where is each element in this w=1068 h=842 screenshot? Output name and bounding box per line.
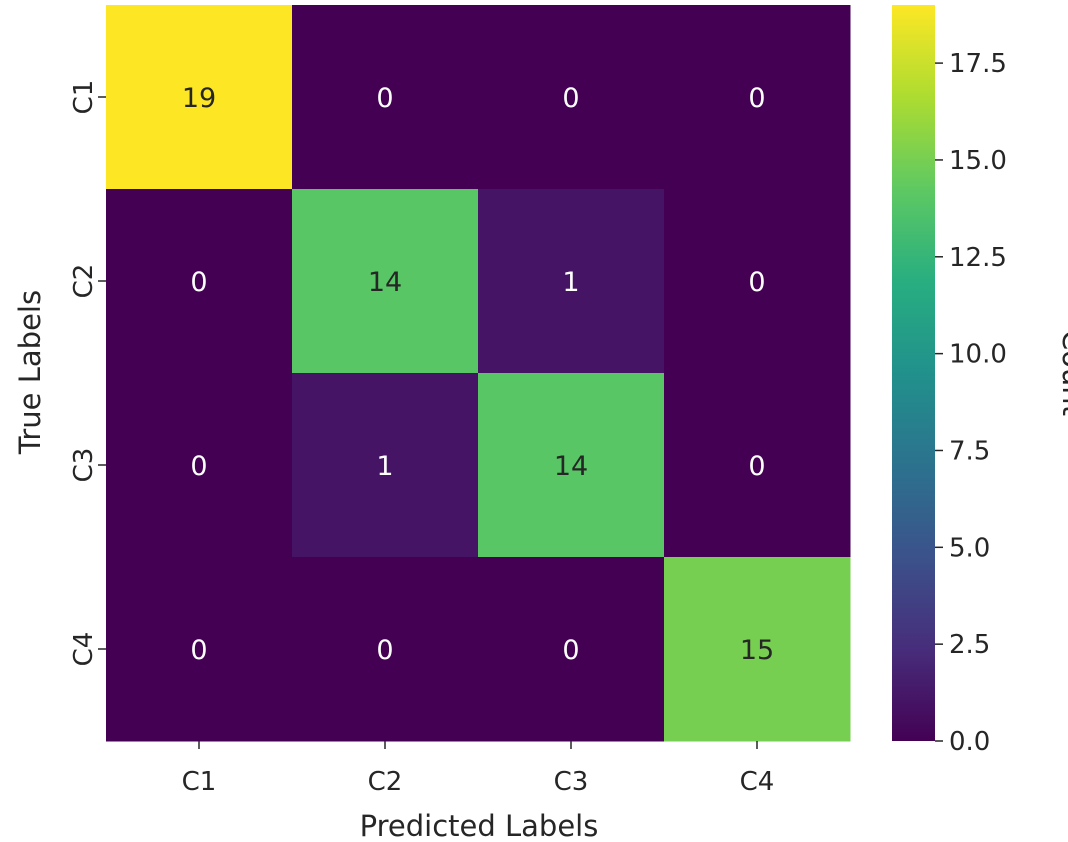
cell-value-label: 0 [748, 83, 765, 114]
colorbar-tick-label: 7.5 [949, 436, 990, 466]
heatmap-cell [106, 557, 293, 742]
heatmap-cell [478, 5, 665, 190]
cell-value-label: 0 [562, 83, 579, 114]
heatmap-cell [478, 373, 665, 558]
y-axis-title: True Labels [13, 290, 47, 455]
y-axis-ticks: C1 C2 C3 C4 [69, 80, 106, 667]
colorbar-tick-label: 2.5 [949, 630, 990, 660]
colorbar-tick-label: 10.0 [949, 340, 1007, 370]
x-tick-label: C3 [554, 767, 589, 797]
colorbar-tick-label: 0.0 [949, 727, 990, 757]
y-tick-label: C2 [69, 264, 99, 299]
cell-value-label: 0 [376, 635, 393, 666]
heatmap-cell [292, 373, 479, 558]
colorbar-tick-label: 15.0 [949, 146, 1007, 176]
cell-value-label: 0 [190, 267, 207, 298]
cell-value-label: 0 [190, 451, 207, 482]
heatmap-cell [478, 189, 665, 374]
y-tick-label: C3 [69, 448, 99, 483]
heatmap-cell [664, 5, 851, 190]
colorbar-tick-label: 12.5 [949, 243, 1007, 273]
cell-value-label: 0 [376, 83, 393, 114]
colorbar-tick-label: 17.5 [949, 49, 1007, 79]
y-tick-label: C4 [69, 632, 99, 667]
x-axis-title: Predicted Labels [360, 809, 599, 842]
y-tick-label: C1 [69, 80, 99, 115]
heatmap-cell [106, 189, 293, 374]
x-tick-label: C4 [740, 767, 775, 797]
heatmap-cell [478, 557, 665, 742]
cell-value-label: 0 [562, 635, 579, 666]
x-tick-label: C1 [182, 767, 217, 797]
heatmap-cell [106, 5, 293, 190]
colorbar [892, 5, 935, 741]
colorbar-ticks: 0.0 2.5 5.0 7.5 10.0 12.5 15.0 17.5 [935, 49, 1007, 757]
cell-value-label: 0 [190, 635, 207, 666]
heatmap-cells [106, 5, 851, 742]
colorbar-label: Count [1056, 330, 1068, 416]
cell-value-label: 0 [748, 451, 765, 482]
cell-value-label: 14 [554, 451, 588, 482]
heatmap-cell [664, 373, 851, 558]
heatmap-cell [292, 189, 479, 374]
cell-value-label: 15 [740, 635, 774, 666]
heatmap-cell [292, 5, 479, 190]
x-axis-ticks: C1 C2 C3 C4 [182, 741, 775, 797]
cell-value-label: 14 [368, 267, 402, 298]
cell-value-label: 19 [182, 83, 216, 114]
colorbar-tick-label: 5.0 [949, 533, 990, 563]
heatmap-annotations: 19 0 0 0 0 14 1 0 0 1 14 0 0 0 0 15 [182, 83, 774, 666]
heatmap-cell [106, 373, 293, 558]
heatmap-cell [664, 557, 851, 742]
x-tick-label: C2 [368, 767, 403, 797]
cell-value-label: 1 [562, 267, 579, 298]
cell-value-label: 1 [376, 451, 393, 482]
heatmap-cell [664, 189, 851, 374]
heatmap-cell [292, 557, 479, 742]
cell-value-label: 0 [748, 267, 765, 298]
